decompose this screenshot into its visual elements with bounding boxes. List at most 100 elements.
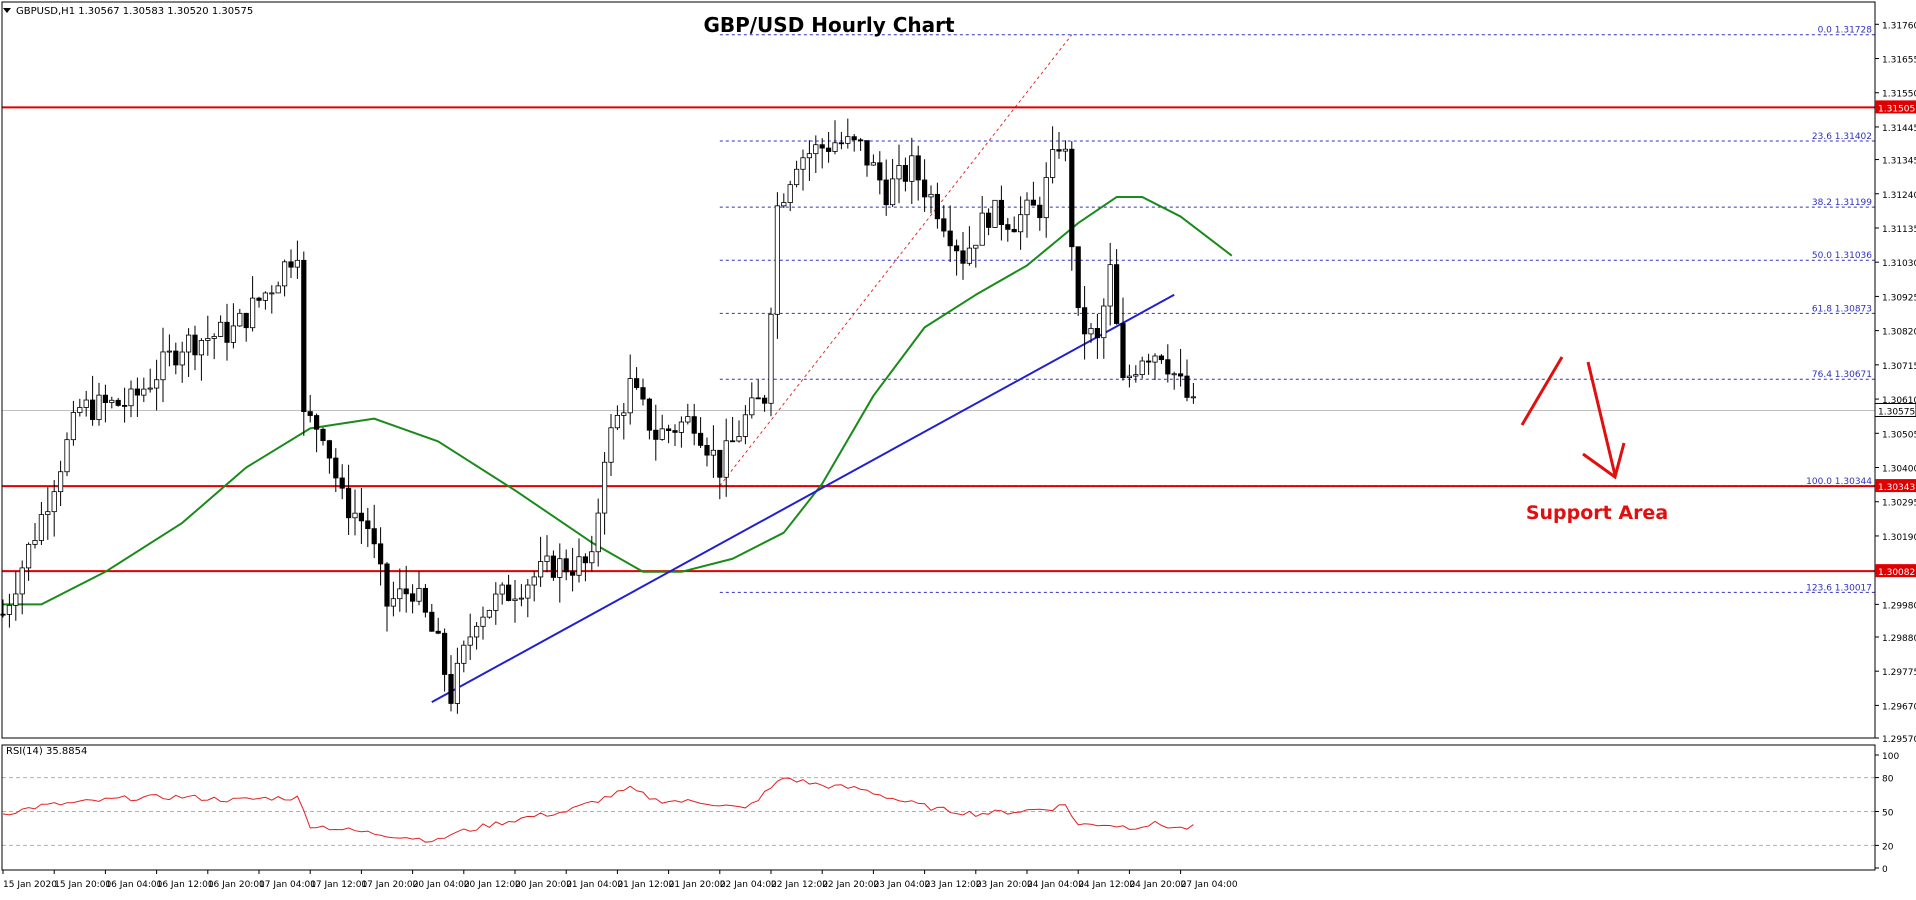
candle-body: [621, 412, 627, 416]
candle-body: [397, 588, 403, 600]
fib-diagonal-line: [719, 34, 1073, 487]
candle-body: [448, 674, 454, 704]
candle-body: [205, 338, 211, 341]
candle-body: [409, 593, 416, 602]
candle-body: [122, 405, 128, 407]
candle-body: [992, 199, 998, 228]
candle-body: [333, 457, 339, 479]
candle-body: [819, 144, 825, 149]
candle-body: [986, 212, 992, 228]
rsi-line: [2, 777, 1194, 843]
candle-body: [301, 259, 307, 413]
time-axis-tick-label: 20 Jan 12:00: [464, 880, 521, 890]
fib-level-label: 61.8 1.30873: [1812, 304, 1872, 314]
time-axis-tick-label: 17 Jan 12:00: [310, 880, 367, 890]
candle-body: [794, 168, 800, 186]
candle-body: [838, 142, 845, 145]
candle-body: [467, 636, 473, 646]
rsi-axis-tick-label: 50: [1882, 809, 1894, 819]
candle-body: [531, 576, 537, 586]
time-axis-tick-label: 17 Jan 20:00: [361, 880, 418, 890]
level-price-label: 1.30082: [1878, 568, 1915, 578]
candle-body: [115, 399, 121, 406]
candle-body: [806, 153, 813, 159]
fib-level-label: 38.2 1.31199: [1812, 198, 1872, 208]
price-axis-tick-label: 1.29880: [1882, 634, 1916, 644]
time-axis-tick-label: 20 Jan 04:00: [413, 880, 470, 890]
candle-body: [128, 388, 134, 407]
candle-body: [198, 340, 204, 356]
candle-body: [826, 147, 832, 152]
candle-body: [102, 394, 108, 403]
candle-body: [582, 556, 589, 564]
up-arrow-stroke: [1520, 356, 1564, 426]
candle-body: [973, 244, 979, 249]
candle-body: [173, 350, 179, 366]
rsi-axis-tick-label: 0: [1882, 865, 1888, 875]
rsi-label: RSI(14) 35.8854: [6, 746, 87, 757]
candle-body: [877, 162, 883, 181]
price-axis-tick-label: 1.31445: [1882, 124, 1916, 134]
candle-body: [762, 397, 768, 404]
time-axis-tick-label: 22 Jan 04:00: [720, 880, 777, 890]
candle-body: [1075, 246, 1081, 309]
level-price-box: [1875, 100, 1916, 114]
candle-body: [13, 593, 19, 606]
candle-body: [710, 449, 717, 456]
candle-body: [269, 292, 275, 295]
candle-body: [704, 445, 710, 456]
time-axis-tick-label: 16 Jan 20:00: [208, 880, 265, 890]
candle-body: [1114, 264, 1120, 324]
candle-body: [813, 144, 819, 155]
current-price-box: [1874, 402, 1916, 417]
level-price-box: [1875, 479, 1916, 493]
candle-body: [384, 563, 390, 607]
candle-body: [294, 259, 301, 268]
level-price-box: [1875, 564, 1916, 578]
candle-body: [723, 440, 729, 478]
fib-level-label: 50.0 1.31036: [1812, 251, 1872, 261]
candle-body: [237, 312, 243, 327]
candle-body: [883, 179, 889, 206]
candle-body: [928, 193, 934, 198]
candle-body: [185, 334, 192, 353]
candle-body: [653, 429, 659, 440]
candle-body: [870, 162, 877, 166]
candle-body: [96, 394, 102, 420]
candle-body: [589, 551, 595, 564]
candle-body: [1184, 375, 1190, 398]
time-axis-tick-label: 23 Jan 04:00: [873, 880, 930, 890]
fib-level-label: 23.6 1.31402: [1812, 132, 1872, 142]
price-axis-tick-label: 1.31135: [1882, 225, 1916, 235]
chart-title: GBP/USD Hourly Chart: [703, 13, 955, 37]
candle-body: [153, 379, 160, 389]
time-axis-tick-label: 24 Jan 20:00: [1129, 880, 1186, 890]
time-axis-tick-label: 24 Jan 04:00: [1027, 880, 1084, 890]
symbol-info: GBPUSD,H1 1.30567 1.30583 1.30520 1.3057…: [16, 6, 253, 17]
candle-body: [256, 297, 262, 301]
candle-body: [147, 387, 153, 390]
candle-body: [281, 261, 288, 287]
candle-body: [1056, 149, 1062, 152]
candle-body: [634, 378, 640, 388]
time-axis-tick-label: 22 Jan 12:00: [771, 880, 828, 890]
candle-body: [1050, 149, 1056, 178]
candle-body: [1101, 305, 1107, 339]
candle-body: [339, 477, 345, 489]
dropdown-icon[interactable]: [3, 8, 11, 13]
candle-body: [192, 334, 198, 356]
candle-body: [691, 416, 697, 434]
price-panel-frame: [1, 1, 1876, 739]
candle-body: [595, 512, 601, 553]
candle-body: [614, 414, 621, 429]
price-axis-tick-label: 1.31760: [1882, 21, 1916, 31]
candle-body: [864, 140, 870, 166]
candle-body: [58, 471, 64, 493]
candle-body: [1158, 355, 1164, 361]
candle-body: [19, 567, 25, 595]
candle-body: [371, 528, 377, 545]
candle-body: [960, 250, 966, 264]
candle-body: [1024, 199, 1030, 216]
candle-body: [109, 399, 115, 403]
